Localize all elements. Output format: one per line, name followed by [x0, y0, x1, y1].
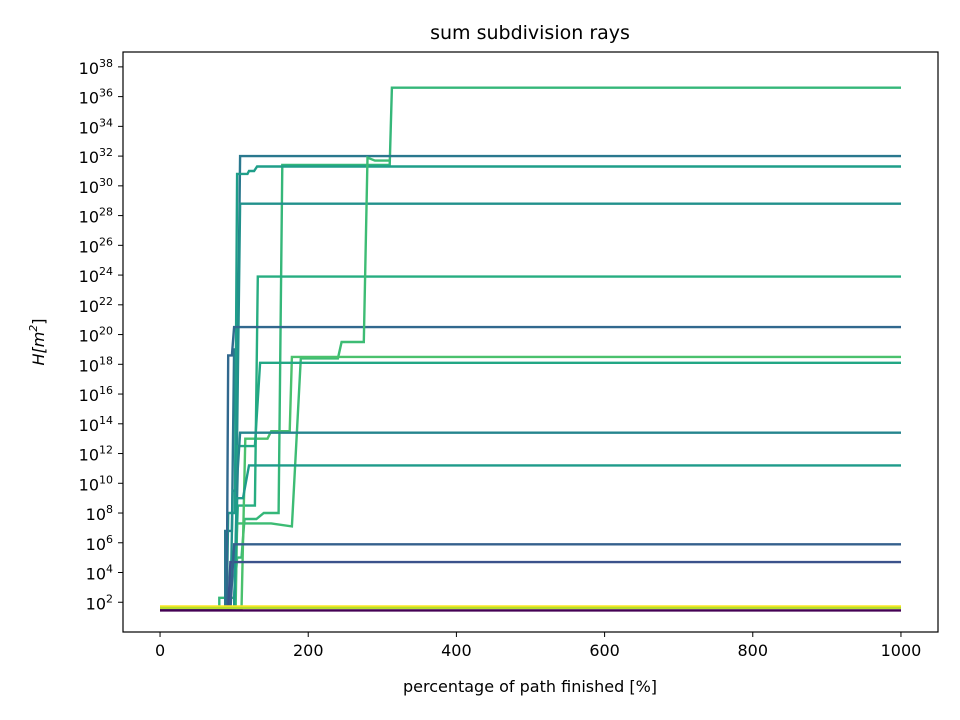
- y-tick-label-exponent: 32: [99, 146, 113, 159]
- y-tick-label-exponent: 36: [99, 87, 113, 100]
- y-tick-label: 1010: [79, 473, 113, 494]
- y-tick-label-base: 10: [86, 565, 106, 584]
- y-tick-label-exponent: 6: [106, 533, 113, 546]
- y-tick-label-exponent: 18: [99, 354, 113, 367]
- y-tick-label: 1016: [79, 384, 113, 405]
- y-tick-label: 1018: [79, 354, 113, 375]
- y-tick-label-exponent: 22: [99, 295, 113, 308]
- y-tick-label-exponent: 16: [99, 384, 113, 397]
- y-tick-label: 1020: [79, 325, 113, 346]
- y-tick-label-exponent: 34: [99, 116, 113, 129]
- y-tick-label-base: 10: [86, 535, 106, 554]
- x-axis-title: percentage of path finished [%]: [403, 677, 657, 696]
- y-tick-label-base: 10: [79, 148, 99, 167]
- y-tick-label: 1014: [79, 414, 113, 435]
- y-tick-label-exponent: 20: [99, 325, 113, 338]
- y-tick-label-exponent: 26: [99, 235, 113, 248]
- y-tick-label-exponent: 28: [99, 206, 113, 219]
- y-tick-label-base: 10: [79, 118, 99, 137]
- y-tick-label: 1022: [79, 295, 113, 316]
- y-tick-label-base: 10: [79, 208, 99, 227]
- y-tick-label-base: 10: [79, 386, 99, 405]
- y-tick-label: 106: [86, 533, 113, 554]
- x-tick-label: 800: [737, 641, 768, 660]
- y-tick-label-exponent: 12: [99, 444, 113, 457]
- y-tick-label-base: 10: [79, 89, 99, 108]
- series-line-8: [160, 355, 901, 611]
- y-tick-label: 1026: [79, 235, 113, 256]
- y-tick-label-exponent: 4: [106, 563, 113, 576]
- y-axis-title: H[m2]: [27, 318, 48, 365]
- y-tick-label-base: 10: [86, 505, 106, 524]
- chart-title: sum subdivision rays: [430, 22, 630, 44]
- y-tick-label-base: 10: [79, 356, 99, 375]
- y-tick-label-exponent: 2: [106, 592, 113, 605]
- y-tick-label: 1034: [79, 116, 113, 137]
- plot-frame: [122, 51, 939, 633]
- x-tick-label: 400: [441, 641, 472, 660]
- y-tick-label: 102: [86, 592, 113, 613]
- y-tick-label: 1038: [79, 57, 113, 78]
- y-tick-label-exponent: 10: [99, 473, 113, 486]
- x-tick-label: 1000: [881, 641, 922, 660]
- y-tick-label: 108: [86, 503, 113, 524]
- y-axis-ticks: 1021041061081010101210141016101810201022…: [79, 57, 123, 613]
- y-tick-label-exponent: 30: [99, 176, 113, 189]
- y-tick-label-base: 10: [79, 416, 99, 435]
- y-tick-label: 1028: [79, 206, 113, 227]
- y-tick-label: 1036: [79, 87, 113, 108]
- y-tick-label-base: 10: [79, 297, 99, 316]
- y-tick-label-base: 10: [79, 237, 99, 256]
- y-tick-label: 1032: [79, 146, 113, 167]
- y-tick-label-base: 10: [86, 594, 106, 613]
- series-layer: [160, 86, 901, 612]
- y-tick-label-exponent: 24: [99, 265, 113, 278]
- y-tick-label-base: 10: [79, 327, 99, 346]
- x-tick-label: 600: [589, 641, 620, 660]
- x-tick-label: 200: [293, 641, 324, 660]
- y-tick-label-base: 10: [79, 475, 99, 494]
- x-axis-ticks: 0 200 400 600 800 1000: [155, 632, 921, 660]
- y-tick-label-exponent: 14: [99, 414, 113, 427]
- y-tick-label-base: 10: [79, 59, 99, 78]
- y-tick-label: 104: [86, 563, 113, 584]
- y-tick-label-base: 10: [79, 267, 99, 286]
- y-tick-label-base: 10: [79, 446, 99, 465]
- series-line-2: [160, 154, 901, 611]
- y-tick-label: 1012: [79, 444, 113, 465]
- y-tick-label-exponent: 38: [99, 57, 113, 70]
- y-tick-label-exponent: 8: [106, 503, 113, 516]
- x-tick-label: 0: [155, 641, 165, 660]
- y-tick-label: 1030: [79, 176, 113, 197]
- y-tick-label: 1024: [79, 265, 113, 286]
- y-tick-label-base: 10: [79, 178, 99, 197]
